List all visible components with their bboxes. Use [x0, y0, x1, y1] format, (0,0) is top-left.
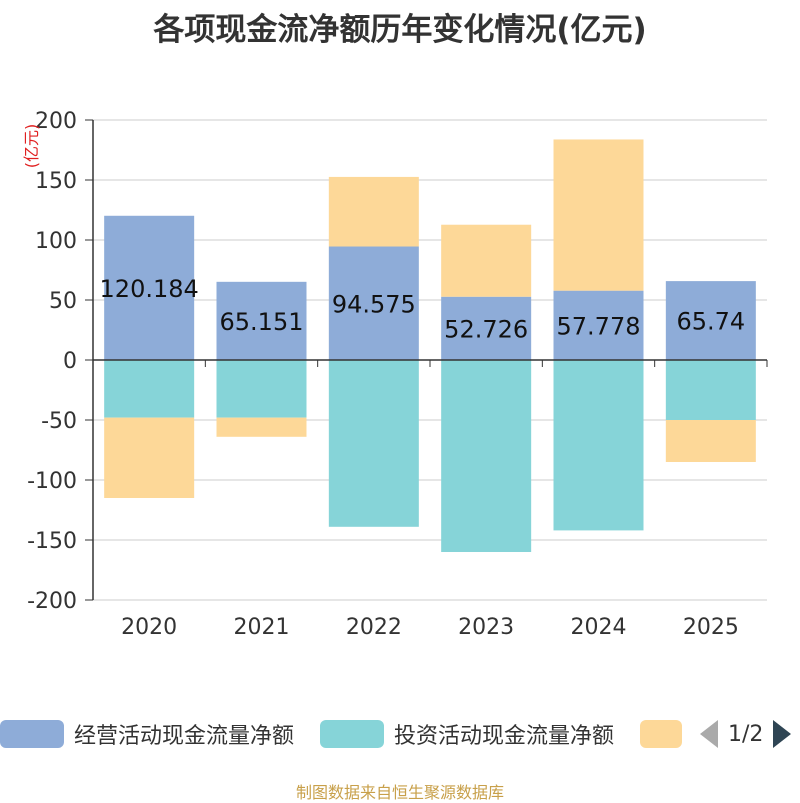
- bar-series1-2021: [216, 360, 307, 418]
- x-tick-label: 2020: [121, 615, 177, 640]
- data-label: 65.74: [676, 308, 745, 336]
- legend-item-operating[interactable]: 经营活动现金流量净额: [0, 716, 294, 752]
- bar-series2-2020: [104, 417, 195, 498]
- data-source-note: 制图数据来自恒生聚源数据库: [295, 783, 504, 802]
- legend-swatch-operating: [0, 720, 64, 748]
- y-tick-label: 50: [49, 289, 77, 314]
- chart-title: 各项现金流净额历年变化情况(亿元): [153, 12, 647, 48]
- data-label: 57.778: [557, 312, 641, 340]
- y-tick-label: 100: [35, 229, 77, 254]
- legend: 经营活动现金流量净额 投资活动现金流量净额: [0, 716, 800, 756]
- bar-series2-2022: [328, 176, 419, 247]
- x-tick-label: 2024: [571, 615, 627, 640]
- x-tick-label: 2023: [458, 615, 514, 640]
- y-tick-label: -50: [41, 409, 77, 434]
- bar-series2-2025: [665, 420, 756, 462]
- data-label: 65.151: [220, 308, 304, 336]
- data-label: 94.575: [332, 290, 416, 318]
- legend-pager: 1/2: [700, 716, 792, 752]
- pager-page-indicator: 1/2: [728, 721, 764, 747]
- bar-series1-2022: [328, 360, 419, 527]
- bar-series1-2020: [104, 360, 195, 418]
- x-tick-label: 2022: [346, 615, 402, 640]
- legend-swatch-investing: [320, 720, 384, 748]
- bar-series2-2021: [216, 417, 307, 437]
- bar-series1-2023: [441, 360, 532, 552]
- y-tick-label: -150: [27, 529, 77, 554]
- pager-prev-icon[interactable]: [700, 720, 718, 748]
- y-tick-label: -200: [27, 589, 77, 614]
- bar-series1-2024: [553, 360, 644, 531]
- legend-swatch-financing: [640, 720, 682, 748]
- bar-series0-2023: [441, 296, 532, 360]
- bar-series1-2025: [665, 360, 756, 420]
- pager-next-icon[interactable]: [773, 720, 792, 748]
- legend-label-operating: 经营活动现金流量净额: [74, 724, 295, 749]
- bar-series2-2023: [441, 224, 532, 297]
- bar-series0-2022: [328, 246, 419, 360]
- bar-series0-2024: [553, 290, 644, 360]
- y-tick-label: 150: [35, 169, 77, 194]
- x-tick-label: 2021: [234, 615, 290, 640]
- data-label: 120.184: [100, 275, 199, 303]
- bar-series0-2025: [665, 281, 756, 360]
- x-tick-label: 2025: [683, 615, 739, 640]
- legend-item-financing[interactable]: [640, 716, 692, 752]
- legend-item-investing[interactable]: 投资活动现金流量净额: [320, 716, 614, 752]
- bar-series0-2021: [216, 281, 307, 360]
- y-axis-unit-label: (亿元): [22, 124, 41, 169]
- y-tick-label: 0: [63, 349, 77, 374]
- legend-label-investing: 投资活动现金流量净额: [394, 724, 615, 749]
- y-tick-label: -100: [27, 469, 77, 494]
- y-tick-label: 200: [35, 109, 77, 134]
- bar-series0-2020: [104, 215, 195, 360]
- data-label: 52.726: [444, 315, 528, 343]
- bar-series2-2024: [553, 139, 644, 291]
